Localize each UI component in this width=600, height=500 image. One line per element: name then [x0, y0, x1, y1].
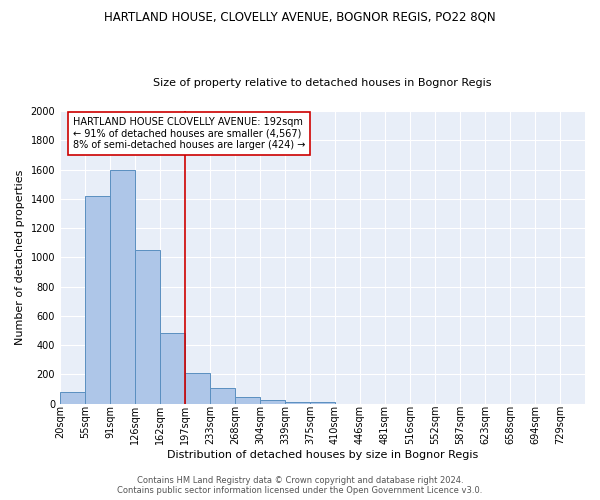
Bar — [260, 400, 285, 404]
Bar — [210, 388, 235, 404]
Bar — [110, 170, 135, 404]
Bar — [85, 196, 110, 404]
Title: Size of property relative to detached houses in Bognor Regis: Size of property relative to detached ho… — [153, 78, 492, 88]
Bar — [235, 397, 260, 404]
X-axis label: Distribution of detached houses by size in Bognor Regis: Distribution of detached houses by size … — [167, 450, 478, 460]
Bar — [60, 392, 85, 404]
Text: HARTLAND HOUSE CLOVELLY AVENUE: 192sqm
← 91% of detached houses are smaller (4,5: HARTLAND HOUSE CLOVELLY AVENUE: 192sqm ←… — [73, 117, 305, 150]
Bar — [310, 402, 335, 404]
Text: Contains HM Land Registry data © Crown copyright and database right 2024.
Contai: Contains HM Land Registry data © Crown c… — [118, 476, 482, 495]
Bar — [160, 334, 185, 404]
Y-axis label: Number of detached properties: Number of detached properties — [15, 170, 25, 345]
Bar — [185, 373, 210, 404]
Bar — [285, 402, 310, 404]
Text: HARTLAND HOUSE, CLOVELLY AVENUE, BOGNOR REGIS, PO22 8QN: HARTLAND HOUSE, CLOVELLY AVENUE, BOGNOR … — [104, 10, 496, 23]
Bar — [135, 250, 160, 404]
